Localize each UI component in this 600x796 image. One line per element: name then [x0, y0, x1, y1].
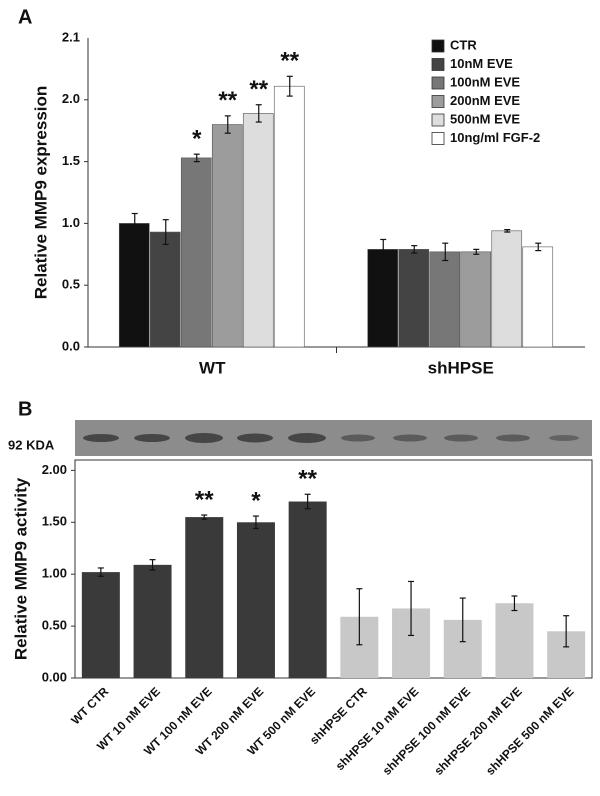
y-axis-label: Relative MMP9 activity — [11, 477, 30, 660]
y-top-label: 2.1 — [62, 29, 80, 44]
panel-label: B — [18, 398, 32, 420]
gel-bands — [83, 433, 579, 443]
bar — [242, 113, 274, 348]
bar — [491, 230, 523, 348]
panel-label: A — [18, 6, 32, 28]
legend-swatch — [431, 39, 445, 53]
bar — [495, 603, 534, 678]
significance: * — [251, 487, 261, 514]
significance: * — [192, 126, 202, 153]
bar — [288, 501, 327, 678]
x-tick-label: shHPSE 200 nM EVE — [431, 684, 524, 777]
y-tick-label: 1.5 — [62, 153, 80, 168]
bar — [522, 246, 554, 348]
y-tick-label: 0.0 — [62, 338, 80, 353]
bar — [185, 517, 224, 678]
y-tick-label: 2.00 — [42, 462, 67, 477]
y-tick-label: 1.0 — [62, 215, 80, 230]
gel-label: 92 KDA — [8, 437, 55, 452]
legend-swatch — [431, 95, 445, 108]
x-tick-label: WT CTR — [68, 684, 111, 727]
significance: ** — [249, 76, 268, 103]
y-tick-label: 1.00 — [42, 566, 67, 581]
y-axis-label: Relative MMP9 expression — [31, 86, 50, 300]
legend-label: CTR — [450, 37, 477, 52]
legend-label: 10ng/ml FGF-2 — [450, 130, 540, 145]
legend-swatch — [431, 132, 445, 145]
y-tick-label: 2.0 — [62, 91, 80, 106]
x-tick-label: shHPSE 500 nM EVE — [483, 684, 576, 777]
legend-label: 100nM EVE — [450, 74, 520, 89]
bar — [211, 124, 243, 348]
legend-swatch — [431, 76, 445, 90]
significance: ** — [195, 486, 214, 513]
bar — [118, 223, 150, 348]
y-tick-label: 1.50 — [42, 514, 67, 529]
legend-label: 10nM EVE — [450, 56, 513, 71]
bar — [133, 564, 172, 678]
legend-label: 500nM EVE — [450, 111, 520, 126]
x-tick-label: shHPSE 100 nM EVE — [380, 684, 473, 777]
bar — [460, 251, 492, 348]
y-tick-label: 0.00 — [42, 669, 67, 684]
x-tick-label: WT — [199, 358, 226, 377]
bar — [149, 231, 181, 348]
bar — [273, 85, 305, 348]
significance: ** — [218, 87, 237, 114]
x-tick-label: shHPSE — [428, 358, 494, 377]
bar — [429, 251, 461, 348]
plot-frame — [74, 459, 593, 679]
legend-swatch — [431, 113, 445, 127]
bar — [367, 249, 399, 348]
significance: ** — [280, 48, 299, 75]
y-tick-label: 0.50 — [42, 618, 67, 633]
bar — [236, 522, 275, 678]
legend-label: 200nM EVE — [450, 93, 520, 108]
bar — [180, 157, 212, 348]
y-tick-label: 0.5 — [62, 277, 80, 292]
bar — [81, 572, 120, 678]
legend-swatch — [431, 58, 445, 71]
significance: ** — [298, 466, 317, 493]
bar — [398, 249, 430, 348]
